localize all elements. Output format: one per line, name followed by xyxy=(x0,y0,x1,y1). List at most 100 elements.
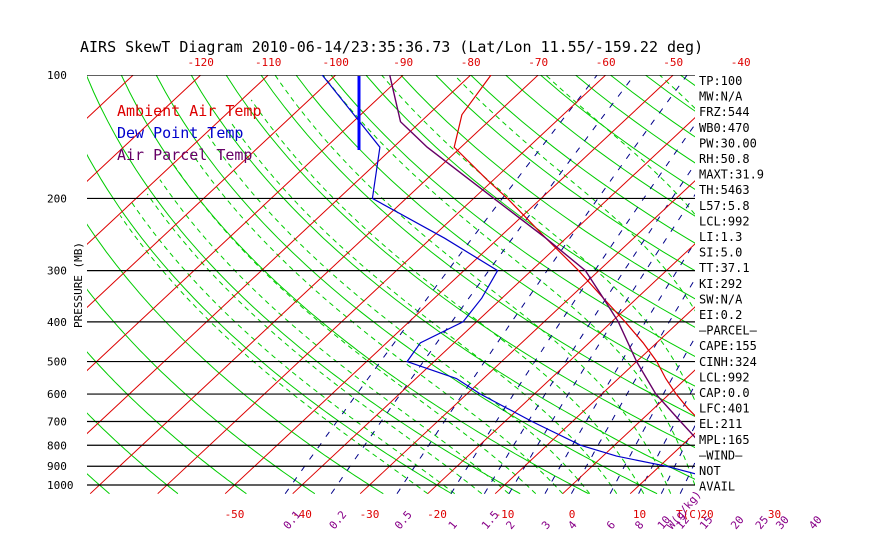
index-item: TP:100 xyxy=(699,74,742,88)
index-item: WB0:470 xyxy=(699,121,750,135)
bottom-temp-tick-label: 30 xyxy=(768,508,781,521)
dry-adiabat xyxy=(87,223,384,495)
mixing-ratio-line xyxy=(609,336,695,494)
index-item: CAPE:155 xyxy=(699,339,757,353)
moist-adiabat xyxy=(131,202,456,495)
dry-adiabat xyxy=(785,75,870,494)
moist-adiabat xyxy=(274,75,672,494)
moist-adiabat xyxy=(119,215,429,495)
mixing-ratio-tick-label: 6 xyxy=(604,518,618,531)
pressure-tick-label: 1000 xyxy=(47,479,74,492)
isotherm xyxy=(833,66,870,494)
index-item: MAXT:31.9 xyxy=(699,168,764,182)
mixing-ratio-tick-label: 3 xyxy=(539,518,553,531)
mixing-ratio-line xyxy=(450,123,695,494)
index-item: RH:50.8 xyxy=(699,152,750,166)
moist-adiabat xyxy=(159,179,510,495)
moist-adiabat xyxy=(380,75,695,403)
isotherm xyxy=(87,75,404,372)
temp-unit-label: T(C) xyxy=(676,508,703,521)
bottom-temp-tick-label: -20 xyxy=(427,508,447,521)
ambient-temp-line xyxy=(453,75,695,417)
mixing-ratio-line xyxy=(330,75,635,494)
mixing-ratio-line xyxy=(544,241,695,494)
index-item: SW:N/A xyxy=(699,292,743,306)
isotherm xyxy=(494,306,695,495)
dry-adiabat xyxy=(435,75,695,272)
legend-entry: Dew Point Temp xyxy=(117,124,243,142)
index-item: CINH:324 xyxy=(699,355,757,369)
isotherm xyxy=(0,66,75,494)
isotherm xyxy=(629,432,695,495)
isotherm xyxy=(765,66,870,494)
index-item: LCL:992 xyxy=(699,370,750,384)
top-temp-tick-label: -110 xyxy=(255,56,282,69)
dewpoint-line xyxy=(321,75,695,475)
dry-adiabat xyxy=(87,75,521,495)
index-item: —WIND— xyxy=(699,448,743,462)
index-item: PW:30.00 xyxy=(699,136,757,150)
top-temp-tick-label: -60 xyxy=(596,56,616,69)
dry-adiabat xyxy=(505,75,695,217)
dry-adiabat xyxy=(330,75,695,358)
legend-entry: Ambient Air Temp xyxy=(117,102,262,120)
isotherm xyxy=(89,75,539,495)
index-item: LCL:992 xyxy=(699,214,750,228)
moist-adiabat xyxy=(146,193,483,495)
index-item: L57:5.8 xyxy=(699,199,750,213)
moist-adiabat xyxy=(775,66,837,494)
mixing-ratio-line xyxy=(781,75,870,494)
moist-adiabat xyxy=(191,152,564,495)
bottom-temp-tick-label: 0 xyxy=(569,508,576,521)
dry-adiabat xyxy=(225,75,695,449)
pressure-tick-label: 800 xyxy=(47,439,67,452)
pressure-tick-label: 300 xyxy=(47,265,67,278)
index-item: LI:1.3 xyxy=(699,230,742,244)
pressure-tick-label: 600 xyxy=(47,388,67,401)
pressure-tick-label: 500 xyxy=(47,356,67,369)
pressure-tick-label: 200 xyxy=(47,192,67,205)
sounding-profiles xyxy=(321,75,695,475)
top-temp-tick-label: -90 xyxy=(393,56,413,69)
isotherm xyxy=(87,75,337,309)
isotherm xyxy=(427,243,695,495)
chart-title: AIRS SkewT Diagram 2010-06-14/23:35:36.7… xyxy=(80,38,703,56)
top-temp-tick-label: -80 xyxy=(461,56,481,69)
moist-adiabat xyxy=(322,75,695,488)
top-temp-tick-label: -40 xyxy=(731,56,751,69)
isotherm xyxy=(562,369,695,495)
dry-adiabat xyxy=(87,351,247,495)
y-axis-label: PRESSURE (MB) xyxy=(72,242,85,328)
isotherm xyxy=(224,75,674,495)
isotherm xyxy=(87,75,269,246)
bottom-temp-tick-label: -50 xyxy=(225,508,245,521)
bottom-temp-tick-label: 20 xyxy=(700,508,713,521)
pressure-tick-label: 700 xyxy=(47,415,67,428)
dry-adiabat xyxy=(155,75,658,495)
mixing-ratio-line xyxy=(660,424,695,494)
bottom-temp-tick-label: -30 xyxy=(360,508,380,521)
index-item: EL:211 xyxy=(699,417,742,431)
dry-adiabat xyxy=(855,75,870,494)
isobars xyxy=(87,75,695,486)
mixing-ratio-line xyxy=(814,75,870,494)
isotherm xyxy=(292,117,695,495)
dry-adiabat xyxy=(87,288,316,495)
plot-area xyxy=(0,66,870,495)
top-temp-tick-label: -70 xyxy=(528,56,548,69)
dry-adiabat xyxy=(750,75,870,494)
mixing-ratio-line xyxy=(284,75,598,494)
isotherms xyxy=(0,66,870,495)
mixing-ratio-tick-label: 40 xyxy=(806,513,824,532)
pressure-tick-label: 100 xyxy=(47,69,67,82)
moist-adiabat xyxy=(207,134,591,495)
index-item: NOT xyxy=(699,464,721,478)
index-item: CAP:0.0 xyxy=(699,386,750,400)
index-item: EI:0.2 xyxy=(699,308,742,322)
bottom-temp-tick-label: -10 xyxy=(495,508,515,521)
mixing-ratio-line xyxy=(638,383,695,494)
index-item: TT:37.1 xyxy=(699,261,750,275)
dry-adiabat xyxy=(190,75,695,480)
bottom-temp-tick-label: -40 xyxy=(292,508,312,521)
mixing-ratio-line xyxy=(570,278,695,494)
